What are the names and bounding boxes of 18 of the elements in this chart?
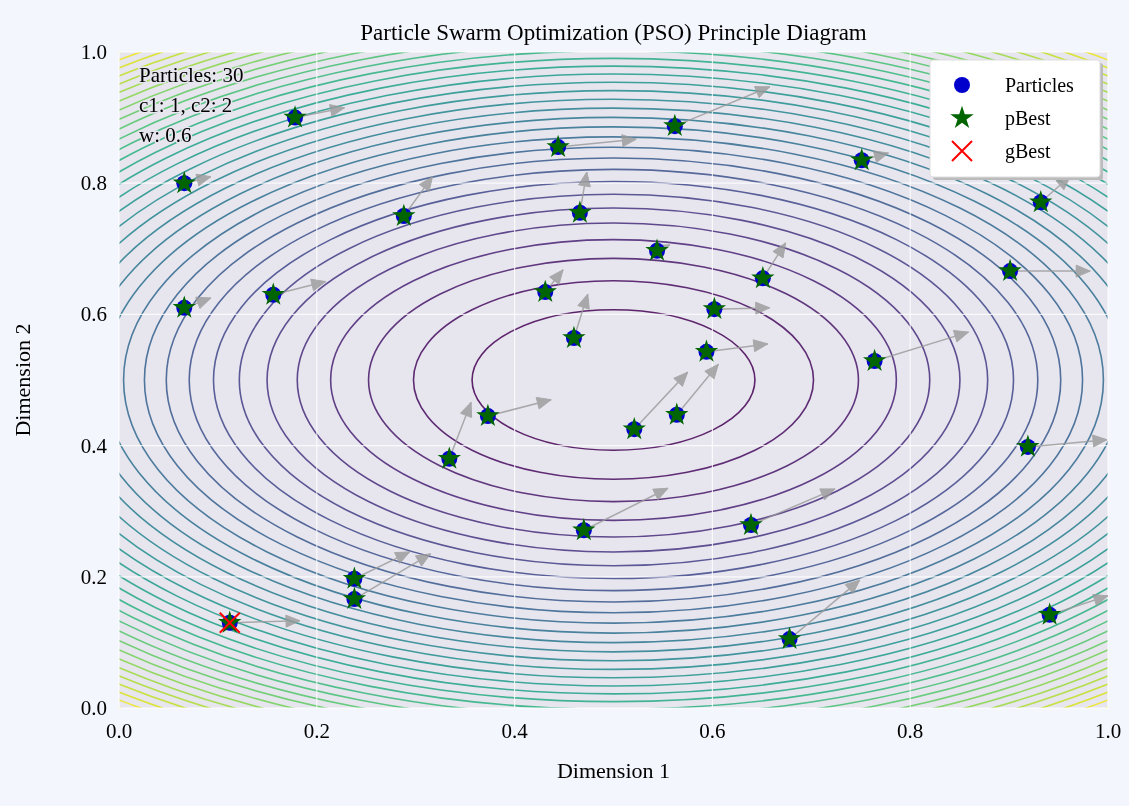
y-tick-label: 0.0	[80, 696, 107, 720]
y-tick-label: 0.6	[80, 302, 107, 327]
legend-label: Particles	[1005, 74, 1075, 96]
y-tick-label: 0.8	[80, 171, 107, 196]
y-tick-label: 1.0	[80, 40, 107, 64]
x-tick-label: 0.4	[501, 719, 529, 743]
x-axis-title: Dimension 1	[556, 758, 671, 783]
y-axis-title: Dimension 2	[10, 323, 35, 437]
x-tick-label: 0.6	[699, 719, 726, 743]
chart-title: Particle Swarm Optimization (PSO) Principle Diagram	[360, 20, 867, 45]
x-tick-label: 1.0	[1094, 719, 1122, 743]
x-tick-label: 0.2	[303, 719, 330, 743]
legend-label: pBest	[1005, 107, 1051, 130]
y-tick-label: 0.4	[80, 433, 108, 458]
x-tick-label: 0.8	[897, 719, 924, 743]
x-tick-label: 0.0	[105, 719, 133, 743]
legend-label: gBest	[1005, 140, 1051, 163]
y-tick-label: 0.2	[80, 564, 107, 589]
